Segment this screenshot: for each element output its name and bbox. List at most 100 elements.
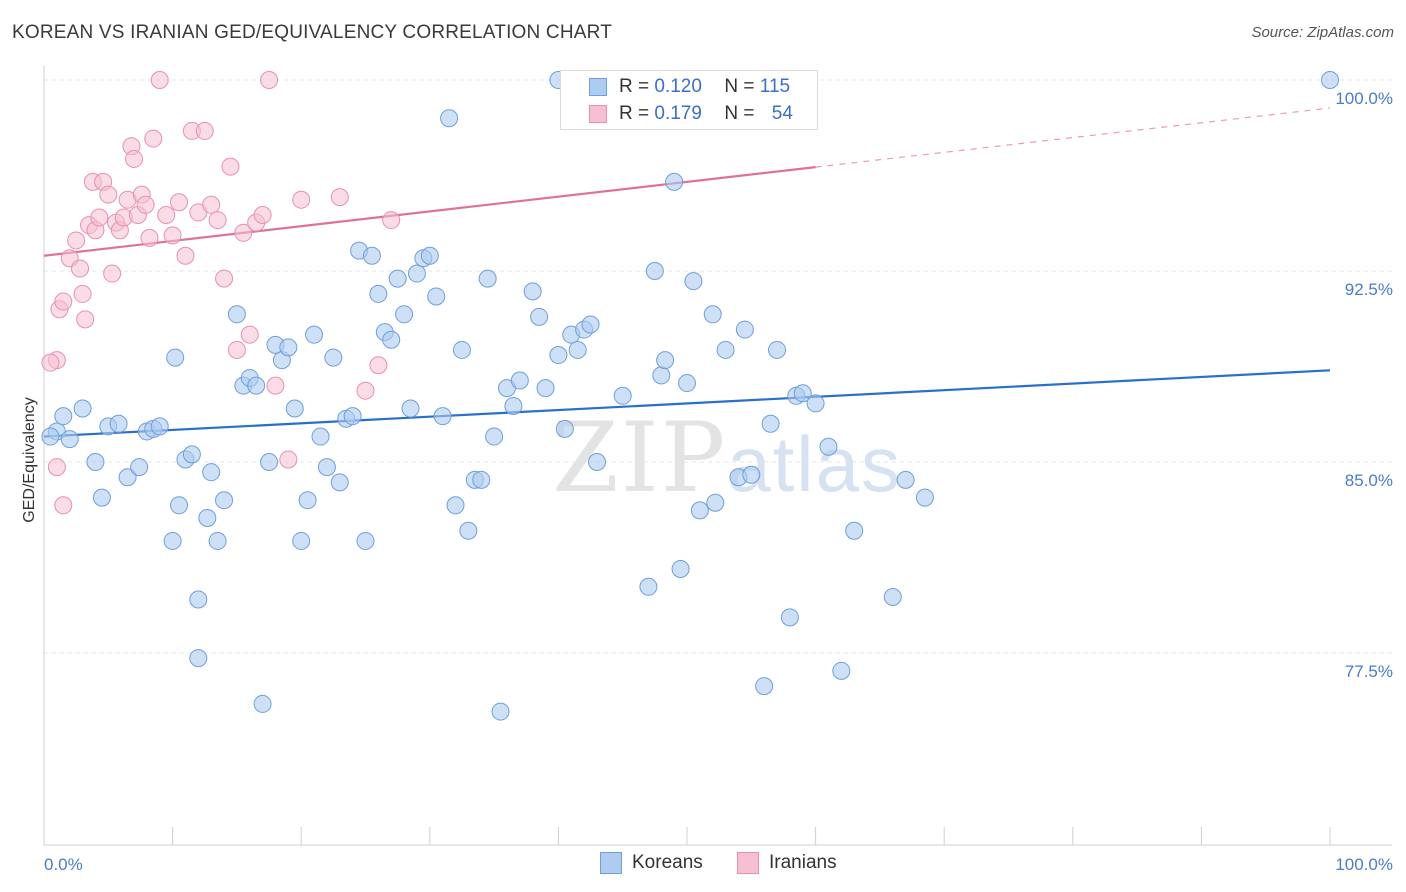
korean-point (536, 379, 555, 398)
korean-point (311, 427, 330, 446)
legend-iranians[interactable]: Iranians (737, 852, 837, 874)
iranian-points (41, 71, 401, 515)
korean-point (523, 282, 542, 301)
korean-point (568, 340, 587, 359)
korean-point (343, 407, 362, 426)
korean-point (356, 531, 375, 550)
korean-point (639, 577, 658, 596)
korean-point (652, 366, 671, 385)
korean-point (613, 386, 632, 405)
korean-point (427, 287, 446, 306)
iranian-point (103, 264, 122, 283)
korean-point (504, 396, 523, 415)
korean-point (292, 531, 311, 550)
r-label: R = (619, 103, 650, 124)
korean-point (915, 488, 934, 507)
korean-points (41, 71, 1339, 721)
korean-point (793, 384, 812, 403)
korean-point (324, 348, 343, 367)
source-label: Source: ZipAtlas.com (1251, 24, 1394, 41)
iranian-point (330, 188, 349, 207)
korean-point (73, 399, 92, 418)
korean-point (510, 371, 529, 390)
korean-point (549, 346, 568, 365)
korean-point (472, 470, 491, 489)
iranian-point (221, 157, 240, 176)
iranian-point (136, 195, 155, 214)
korean-point (285, 399, 304, 418)
korean-point (227, 305, 246, 324)
korean-point (163, 531, 182, 550)
korean-point (382, 330, 401, 349)
y-tick-label: 85.0% (1345, 471, 1393, 490)
korean-point (845, 521, 864, 540)
korean-point (735, 320, 754, 339)
korean-point (896, 470, 915, 489)
korean-point (330, 473, 349, 492)
korean-point (491, 702, 510, 721)
legend-row-koreans: R = 0.120 N = 115 (561, 74, 790, 100)
korean-point (215, 491, 234, 510)
iranian-point (382, 211, 401, 230)
iranian-point (240, 325, 259, 344)
korean-point (198, 509, 217, 528)
korean-point (189, 590, 208, 609)
n-label: N = (724, 103, 755, 124)
korean-point (317, 458, 336, 477)
korean-point (92, 488, 111, 507)
iranian-point (144, 129, 163, 148)
korean-point (86, 453, 105, 471)
iranian-point (150, 71, 169, 89)
korean-point (54, 407, 73, 426)
iranian-point (215, 269, 234, 288)
iranian-point (41, 353, 60, 372)
korean-point (260, 453, 279, 471)
korean-point (166, 348, 185, 367)
korean-point (189, 649, 208, 668)
iranian-point (292, 190, 311, 209)
korean-point (478, 269, 497, 288)
legend-koreans[interactable]: Koreans (600, 852, 703, 874)
n-label: N = (724, 76, 755, 97)
korean-point (684, 272, 703, 291)
korean-point (420, 246, 439, 265)
watermark: ZIPatlas (552, 402, 902, 514)
korean-point (60, 430, 79, 449)
iranian-point (208, 211, 227, 230)
iranian-point (157, 205, 176, 224)
y-tick-label: 92.5% (1345, 280, 1393, 299)
iranian-point (260, 71, 279, 89)
korean-point (41, 427, 60, 446)
iranian-point (356, 381, 375, 400)
iranian-point (195, 121, 214, 140)
legend-iranians-label: Iranians (769, 852, 837, 873)
korean-point (109, 414, 128, 433)
korean-point (440, 109, 459, 128)
korean-point (780, 608, 799, 627)
korean-point (485, 427, 504, 446)
trend-dashed (815, 107, 1331, 168)
korean-point (253, 694, 272, 713)
iranian-point (99, 185, 118, 204)
x-tick-label: 100.0% (1335, 855, 1393, 874)
iranian-point (227, 340, 246, 359)
korean-point (433, 407, 452, 426)
korean-point (118, 468, 137, 487)
iranian-point (54, 496, 73, 515)
iranian-point (54, 292, 73, 311)
iranian-point (234, 223, 253, 242)
iranian-point (47, 458, 66, 477)
korean-point (401, 399, 420, 418)
iranian-point (71, 259, 90, 278)
iranian-point (266, 376, 285, 395)
korean-point (446, 496, 465, 515)
korean-point (369, 284, 388, 303)
stats-legend: R = 0.120 N = 115 R = 0.179 N = 54 (560, 70, 818, 130)
korean-point (587, 453, 606, 471)
iranian-point (90, 208, 109, 227)
iranian-point (140, 228, 159, 247)
korean-point (459, 521, 478, 540)
korean-point (656, 351, 675, 370)
korean-point (883, 587, 902, 606)
korean-point (671, 559, 690, 578)
